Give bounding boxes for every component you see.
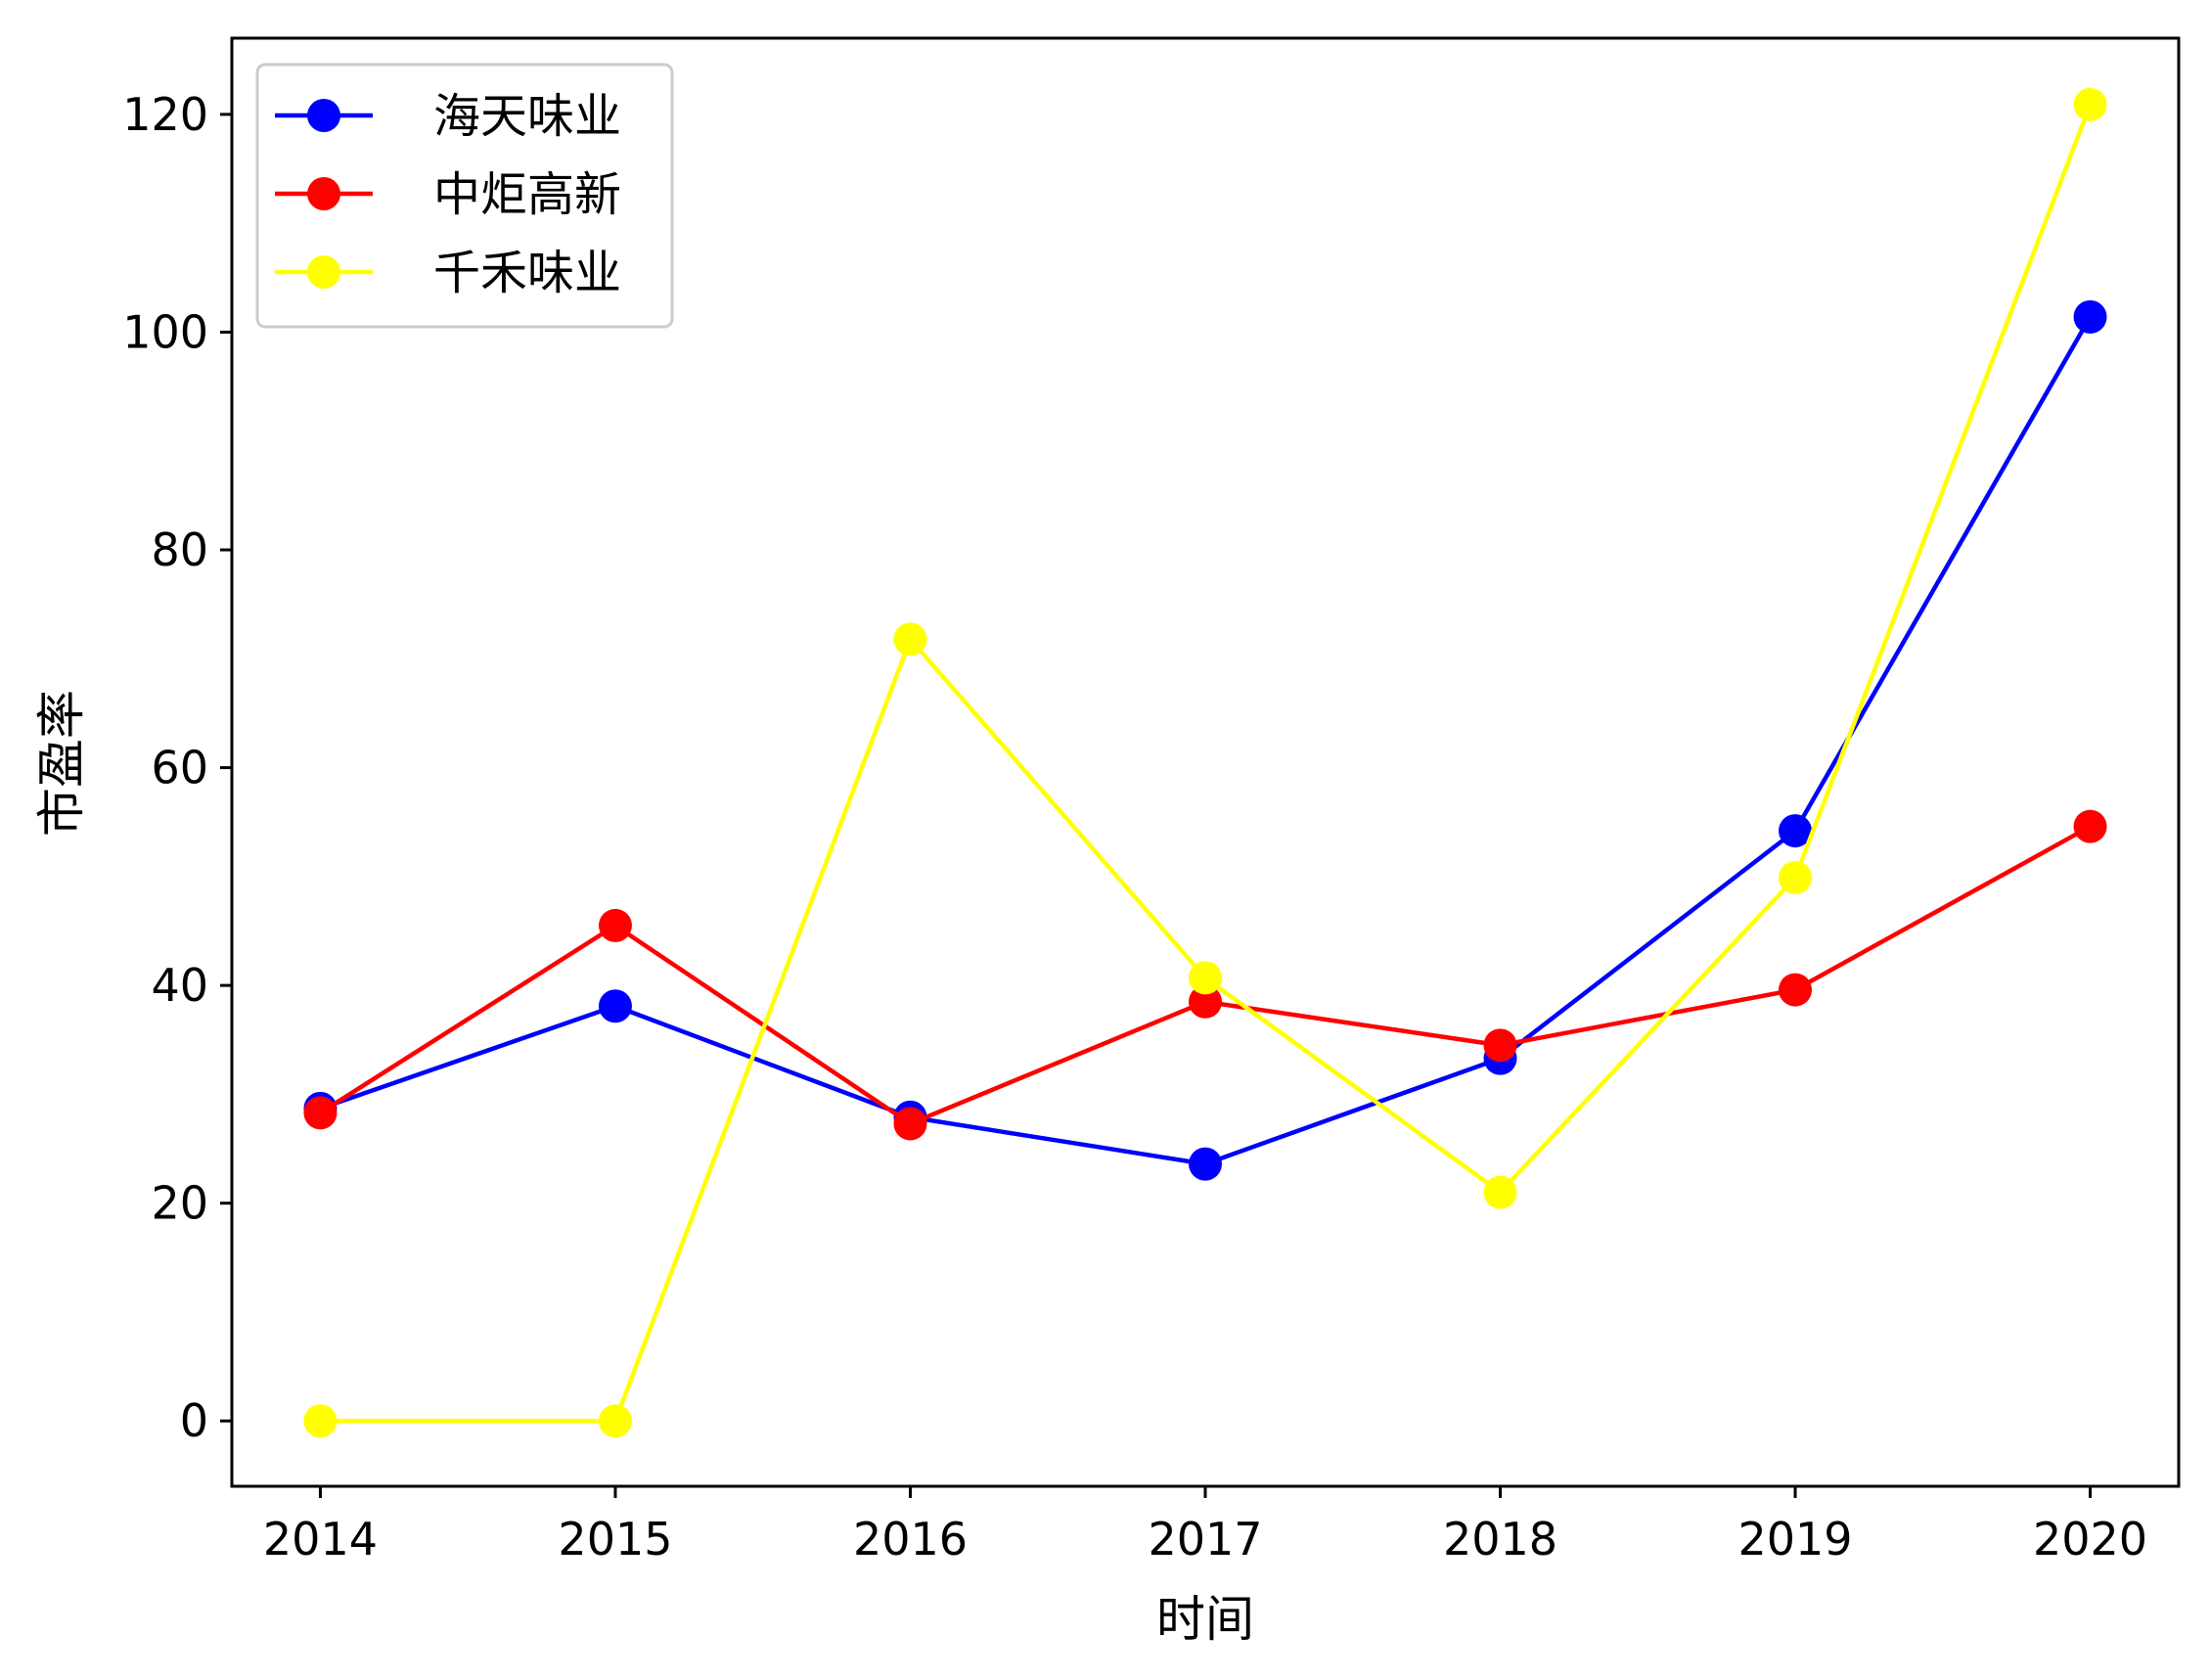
data-point bbox=[893, 1107, 927, 1141]
legend-label: 海天味业 bbox=[433, 89, 621, 144]
y-tick-label: 0 bbox=[180, 1394, 208, 1447]
data-point bbox=[598, 1404, 632, 1438]
legend-marker bbox=[307, 177, 340, 210]
y-tick-label: 100 bbox=[122, 305, 208, 358]
series-1 bbox=[303, 809, 2107, 1141]
y-tick-label: 40 bbox=[151, 959, 208, 1012]
data-point bbox=[1189, 984, 1222, 1019]
data-point bbox=[1779, 814, 1813, 848]
legend-item: 海天味业 bbox=[275, 89, 621, 144]
y-tick-label: 20 bbox=[151, 1177, 208, 1230]
x-tick-label: 2018 bbox=[1443, 1513, 1557, 1566]
data-point bbox=[893, 622, 927, 657]
data-point bbox=[1779, 973, 1813, 1007]
data-point bbox=[2073, 809, 2107, 843]
y-tick-label: 60 bbox=[151, 742, 208, 795]
data-point bbox=[1779, 860, 1813, 894]
legend-marker bbox=[307, 255, 340, 289]
data-point bbox=[1483, 1175, 1517, 1209]
x-tick-label: 2015 bbox=[558, 1513, 672, 1566]
legend-item: 千禾味业 bbox=[275, 246, 621, 300]
x-tick-label: 2019 bbox=[1737, 1513, 1852, 1566]
x-axis: 2014 2015 2016 2017 2018 2019 2020 bbox=[263, 1486, 2147, 1566]
data-point bbox=[1483, 1028, 1517, 1063]
data-point bbox=[1189, 961, 1222, 995]
legend-label: 中炬高新 bbox=[433, 167, 621, 222]
x-tick-label: 2016 bbox=[853, 1513, 968, 1566]
x-tick-label: 2020 bbox=[2033, 1513, 2147, 1566]
legend-box bbox=[255, 63, 674, 329]
y-axis: 0 20 40 60 80 100 120 bbox=[122, 88, 232, 1447]
x-axis-label: 时间 bbox=[1156, 1591, 1254, 1648]
legend-item: 中炬高新 bbox=[275, 167, 621, 222]
data-point bbox=[2073, 299, 2107, 334]
data-point bbox=[598, 989, 632, 1023]
data-point bbox=[303, 1096, 338, 1130]
data-point bbox=[1189, 1147, 1222, 1181]
y-axis-label: 市盈率 bbox=[33, 690, 90, 837]
y-tick-label: 80 bbox=[151, 523, 208, 576]
x-tick-label: 2014 bbox=[263, 1513, 378, 1566]
series-layer bbox=[303, 87, 2107, 1438]
data-point bbox=[2073, 87, 2107, 121]
data-point bbox=[303, 1404, 338, 1438]
data-point bbox=[598, 908, 632, 942]
x-tick-label: 2017 bbox=[1148, 1513, 1262, 1566]
legend-label: 千禾味业 bbox=[433, 246, 621, 300]
y-tick-label: 120 bbox=[122, 88, 208, 141]
legend-marker bbox=[307, 99, 340, 132]
series-2 bbox=[303, 87, 2107, 1438]
